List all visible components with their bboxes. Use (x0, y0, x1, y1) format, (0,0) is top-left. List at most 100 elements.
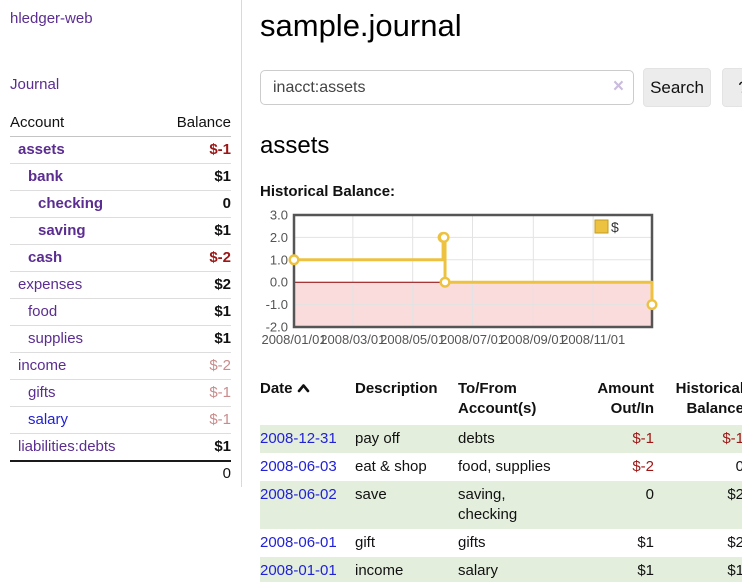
account-row: bank $1 (10, 163, 231, 191)
search-form: × Search ? (260, 68, 742, 107)
account-link[interactable]: supplies (28, 330, 84, 347)
register-row: 2008-06-01 gift gifts $1 $2 (260, 529, 742, 557)
account-balance: $-2 (156, 244, 231, 272)
account-link[interactable]: expenses (18, 276, 83, 293)
main-content: sample.journal × Search ? assets Histori… (242, 0, 742, 582)
register-date-link[interactable]: 2008-12-31 (260, 430, 337, 447)
svg-text:$: $ (611, 219, 619, 235)
search-input[interactable] (260, 70, 634, 105)
svg-text:3.0: 3.0 (270, 209, 288, 223)
register-amount: $1 (637, 562, 654, 579)
account-row: liabilities:debts $1 (10, 433, 231, 461)
account-title: assets (260, 132, 330, 159)
account-row: supplies $1 (10, 325, 231, 353)
account-row: assets $-1 (10, 137, 231, 164)
register-balance: $1 (727, 562, 742, 579)
account-row: expenses $2 (10, 271, 231, 299)
svg-text:2008/05/01: 2008/05/01 (380, 332, 445, 347)
account-row: gifts $-1 (10, 379, 231, 407)
register-amount: $-1 (632, 430, 654, 447)
accounts-total-row: 0 (10, 460, 231, 487)
historical-balance-chart[interactable]: $3.0 2.0 1.0 0.0 -1.0 -2.0 2008/01/01 2008/03/0… (260, 208, 742, 356)
register-amount: 0 (645, 486, 654, 503)
register-description: eat & shop (355, 458, 427, 475)
register-accounts: gifts (458, 534, 486, 551)
register-amount: $1 (637, 534, 654, 551)
page-title: sample.journal (260, 8, 462, 43)
account-balance: $2 (156, 271, 231, 299)
register-balance: $2 (727, 486, 742, 503)
account-balance: $-1 (209, 141, 231, 158)
register-date-link[interactable]: 2008-06-01 (260, 534, 337, 551)
nav-journal-link[interactable]: Journal (10, 76, 60, 93)
register-row: 2008-06-02 save saving, checking 0 $2 (260, 481, 742, 529)
svg-text:2008/07/01: 2008/07/01 (440, 332, 505, 347)
account-balance: $1 (156, 217, 231, 245)
register-accounts: debts (458, 430, 495, 447)
svg-text:1.0: 1.0 (270, 252, 288, 267)
register-description: gift (355, 534, 376, 551)
account-row: income $-2 (10, 352, 231, 380)
chart-title: Historical Balance: (260, 183, 396, 200)
app-title-link[interactable]: hledger-web (10, 10, 93, 27)
account-row: salary $-1 (10, 406, 231, 434)
register-accounts: food, supplies (458, 458, 551, 475)
sidebar: hledger-web Journal Account Balance asse… (0, 0, 242, 487)
register-description: pay off (355, 430, 400, 447)
register-amount: $-2 (632, 458, 654, 475)
account-row: checking 0 (10, 190, 231, 218)
register-row: 2008-12-31 pay off debts $-1 $-1 (260, 425, 742, 453)
accounts-header-row: Account Balance (10, 112, 231, 137)
column-header-amount: Amount Out/In (597, 380, 654, 417)
register-table: Date Description To/From Account(s) Amou… (260, 377, 742, 582)
account-balance: $-2 (156, 352, 231, 380)
accounts-total: 0 (156, 460, 231, 487)
svg-text:2008/11/01: 2008/11/01 (561, 332, 625, 347)
account-link[interactable]: food (28, 303, 58, 320)
register-date-link[interactable]: 2008-06-03 (260, 458, 337, 475)
account-balance: $1 (156, 325, 231, 353)
accounts-header-balance: Balance (156, 112, 231, 137)
account-link[interactable]: cash (28, 249, 63, 266)
register-row: 2008-01-01 income salary $1 $1 (260, 557, 742, 582)
help-button[interactable]: ? (722, 68, 742, 107)
column-header-date[interactable]: Date (260, 377, 355, 425)
search-button[interactable]: Search (643, 68, 711, 107)
account-link[interactable]: liabilities:debts (18, 438, 116, 455)
svg-text:-1.0: -1.0 (266, 297, 288, 312)
account-balance: $1 (156, 298, 231, 326)
svg-text:-2.0: -2.0 (266, 320, 288, 335)
account-link[interactable]: checking (38, 195, 104, 212)
account-link[interactable]: gifts (28, 384, 56, 401)
account-link[interactable]: income (18, 357, 67, 374)
account-balance: $1 (156, 433, 231, 461)
accounts-header-account: Account (10, 112, 156, 137)
account-row: saving $1 (10, 217, 231, 245)
account-balance: 0 (156, 190, 231, 218)
account-link[interactable]: salary (28, 411, 69, 428)
column-header-accounts: To/From Account(s) (458, 380, 537, 417)
register-accounts: salary (458, 562, 499, 579)
account-link[interactable]: saving (38, 222, 86, 239)
svg-text:2008/01/01: 2008/01/01 (261, 332, 326, 347)
accounts-table: Account Balance assets $-1 bank $1 checking 0… (10, 112, 231, 487)
svg-text:0.0: 0.0 (270, 275, 288, 290)
register-description: income (355, 562, 404, 579)
register-balance: $-1 (722, 430, 742, 447)
account-link[interactable]: bank (28, 168, 64, 185)
account-row: cash $-2 (10, 244, 231, 272)
register-date-link[interactable]: 2008-06-02 (260, 486, 337, 503)
svg-text:2008/09/01: 2008/09/01 (501, 332, 566, 347)
register-header-row: Date Description To/From Account(s) Amou… (260, 377, 742, 425)
account-row: food $1 (10, 298, 231, 326)
svg-text:2.0: 2.0 (270, 230, 288, 245)
account-balance: $-1 (156, 379, 231, 407)
register-row: 2008-06-03 eat & shop food, supplies $-2 0 (260, 453, 742, 481)
register-date-link[interactable]: 2008-01-01 (260, 562, 337, 579)
svg-text:2008/03/01: 2008/03/01 (320, 332, 385, 347)
clear-search-icon[interactable]: × (612, 76, 624, 97)
account-link[interactable]: assets (18, 141, 65, 158)
account-balance: $1 (156, 163, 231, 191)
register-accounts: saving, checking (458, 486, 518, 523)
